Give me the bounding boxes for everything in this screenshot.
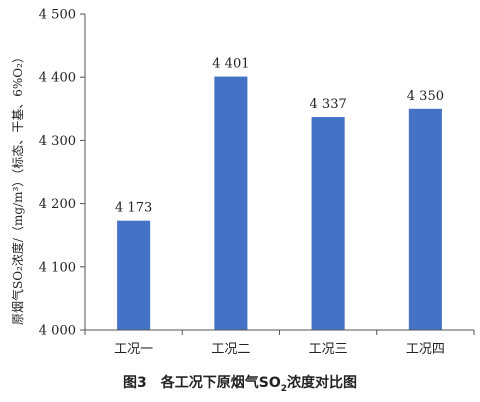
data-label-4: 4 350 (407, 89, 444, 104)
y-axis-label: 原烟气SO₂浓度/（mg/m³）（标态、干基、6%O₂） (10, 51, 25, 325)
bar-3 (311, 117, 345, 331)
caption-text: 各工况下原烟气SO2浓度对比图 (160, 375, 357, 394)
bar-4 (408, 108, 442, 330)
data-label-3: 4 337 (310, 97, 347, 112)
x-axis: 工况一 工况二 工况三 工况四 (84, 329, 475, 357)
y-tick-label: 4 100 (39, 260, 76, 275)
x-tick-label: 工况四 (406, 342, 445, 357)
figure-number: 图3 (123, 375, 147, 391)
x-tick-label: 工况三 (309, 342, 348, 357)
data-label-2: 4 401 (212, 57, 249, 72)
bar-1 (117, 220, 151, 330)
y-tick-label: 4 300 (39, 134, 76, 149)
x-tick-label: 工况二 (211, 342, 250, 357)
y-tick-label: 4 400 (39, 71, 76, 86)
y-tick-label: 4 200 (39, 197, 76, 212)
bars: 4 173 4 401 4 337 4 350 (115, 57, 444, 331)
y-tick-label: 4 500 (39, 8, 76, 23)
bar-2 (214, 76, 248, 331)
figure-caption: 图3 各工况下原烟气SO2浓度对比图 (0, 372, 480, 394)
x-tick-label: 工况一 (114, 342, 153, 357)
y-tick-label: 4 000 (39, 324, 76, 339)
y-axis: 4 000 4 100 4 200 4 300 4 400 4 500 (39, 8, 86, 339)
data-label-1: 4 173 (115, 201, 152, 216)
